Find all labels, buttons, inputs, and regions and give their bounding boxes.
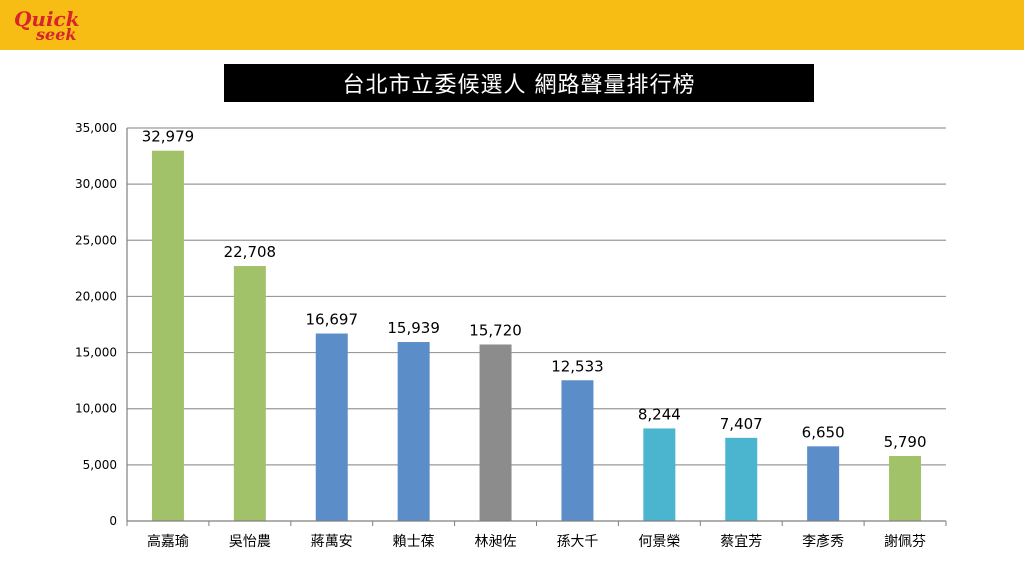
logo-line1: Quick (14, 7, 80, 31)
category-label: 謝佩芬 (884, 534, 926, 550)
value-label: 6,650 (802, 423, 845, 441)
y-tick-label: 35,000 (75, 121, 117, 135)
value-label: 12,533 (551, 357, 604, 375)
bar (807, 446, 840, 521)
bar (397, 342, 430, 521)
y-tick-label: 25,000 (75, 233, 117, 247)
category-label: 李彥秀 (802, 533, 844, 550)
category-label: 孫大千 (556, 534, 598, 550)
value-label: 15,939 (387, 319, 440, 337)
value-label: 32,979 (142, 128, 195, 146)
category-label: 蔡宜芳 (720, 533, 762, 550)
y-tick-label: 0 (109, 514, 117, 528)
y-tick-label: 15,000 (75, 346, 117, 360)
chart-title-box: 台北市立委候選人 網路聲量排行榜 (224, 64, 814, 102)
bars: 32,979 22,708 16,697 15,939 15,720 12,533 8,24… (142, 128, 927, 522)
category-label: 高嘉瑜 (147, 533, 189, 550)
y-tick-label: 30,000 (75, 177, 117, 191)
category-label: 林昶佐 (475, 534, 517, 550)
bar (315, 333, 348, 521)
value-label: 5,790 (884, 433, 927, 451)
chart-title: 台北市立委候選人 網路聲量排行榜 (342, 73, 696, 98)
bar (643, 428, 676, 521)
category-label: 蔣萬安 (311, 534, 353, 550)
bar (479, 344, 512, 521)
y-tick-label: 20,000 (75, 289, 117, 303)
value-label: 15,720 (469, 321, 522, 339)
y-axis: 0 5,000 10,000 15,000 20,000 25,000 30,000 35,0… (75, 121, 128, 528)
header-bar (0, 0, 1024, 50)
y-tick-label: 5,000 (83, 458, 117, 472)
x-axis: 高嘉瑜 吳怡農 蔣萬安 賴士葆 林昶佐 孫大千 何景榮 蔡宜芳 李彥秀 謝佩芬 (126, 520, 947, 550)
value-label: 7,407 (720, 415, 763, 433)
bar (233, 266, 266, 521)
quickseek-logo: Quick seek (14, 7, 80, 44)
value-label: 8,244 (638, 405, 681, 423)
logo-line2: seek (35, 25, 76, 44)
value-label: 22,708 (224, 243, 277, 261)
bar (561, 380, 594, 521)
bar (151, 150, 184, 522)
bar (725, 437, 758, 521)
value-label: 16,697 (306, 311, 359, 329)
category-label: 賴士葆 (393, 534, 435, 550)
y-tick-label: 10,000 (75, 402, 117, 416)
category-label: 吳怡農 (229, 534, 271, 550)
bar (889, 455, 922, 521)
category-label: 何景榮 (638, 534, 680, 550)
